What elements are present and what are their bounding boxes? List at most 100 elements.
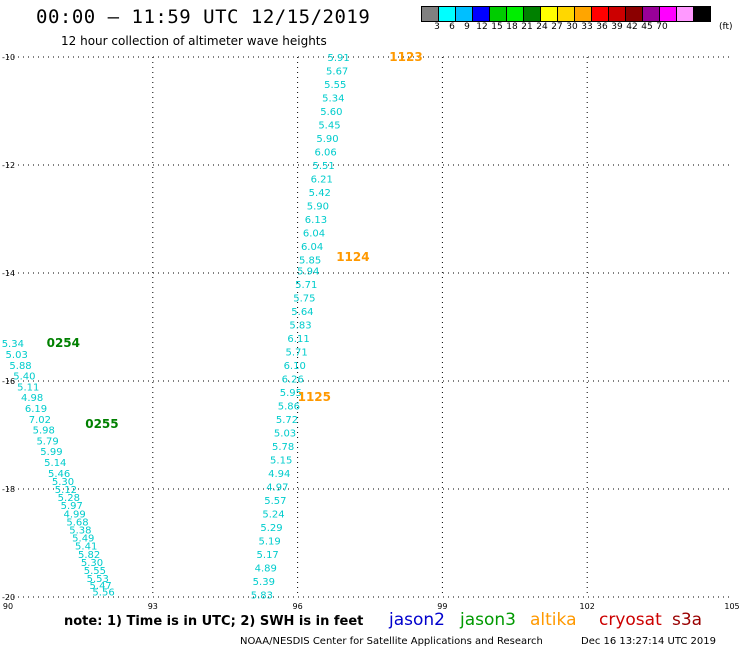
page-subtitle: 12 hour collection of altimeter wave hei… — [61, 34, 327, 48]
swh-value-label: 5.85 — [299, 256, 321, 267]
legend-item-cryosat: cryosat — [599, 610, 662, 630]
colorbar-tick-label: 12 — [476, 22, 488, 32]
swh-value-label: 5.19 — [258, 536, 280, 547]
swh-value-label: 5.90 — [307, 202, 329, 213]
lon-tick-label: 102 — [580, 602, 595, 611]
swh-value-label: 5.30 — [52, 477, 74, 488]
swh-value-label: 5.34 — [2, 339, 24, 350]
swh-value-label: 4.99 — [63, 509, 85, 520]
pass-number-label: 1123 — [389, 50, 422, 64]
swh-value-label: 5.40 — [13, 372, 35, 383]
swh-value-label: 6.04 — [301, 242, 323, 253]
swh-value-label: 5.88 — [9, 361, 31, 372]
lon-tick-label: 99 — [437, 602, 447, 611]
swh-value-label: 5.71 — [295, 280, 317, 291]
pass-number-label: 0254 — [47, 336, 80, 350]
colorbar-swatch — [693, 6, 711, 22]
swh-value-label: 5.45 — [318, 121, 340, 132]
colorbar-tick-label: 70 — [656, 22, 668, 32]
swh-value-label: 4.94 — [268, 469, 290, 480]
legend-item-jason2: jason2 — [389, 610, 445, 630]
lon-tick-label: 105 — [724, 602, 739, 611]
lon-tick-label: 93 — [148, 602, 158, 611]
colorbar-tick-label: 3 — [434, 22, 440, 32]
lat-tick-label: -16 — [2, 377, 15, 386]
legend-item-jason3: jason3 — [460, 610, 516, 630]
swh-value-label: 5.03 — [274, 428, 296, 439]
credit-line: NOAA/NESDIS Center for Satellite Applica… — [240, 636, 543, 647]
swh-value-label: 5.86 — [278, 401, 300, 412]
colorbar-tick-label: 15 — [491, 22, 503, 32]
lat-tick-label: -20 — [2, 593, 15, 602]
swh-value-label: 6.06 — [314, 148, 336, 159]
colorbar-unit: (ft) — [719, 22, 733, 32]
legend-item-altika: altika — [530, 610, 577, 630]
swh-value-label: 5.64 — [291, 307, 313, 318]
colorbar-tick-label: 18 — [506, 22, 518, 32]
swh-value-label: 5.60 — [320, 107, 342, 118]
swh-value-label: 5.38 — [69, 526, 91, 537]
colorbar-tick-label: 36 — [596, 22, 608, 32]
swh-value-label: 5.95 — [280, 388, 302, 399]
swh-value-label: 5.24 — [262, 509, 284, 520]
swh-value-label: 5.28 — [58, 493, 80, 504]
swh-value-label: 5.30 — [81, 558, 103, 569]
legend-item-s3a: s3a — [672, 610, 703, 630]
swh-value-label: 5.67 — [326, 67, 348, 78]
swh-value-label: 5.39 — [253, 577, 275, 588]
colorbar-tick-label: 33 — [581, 22, 593, 32]
footnote: note: 1) Time is in UTC; 2) SWH is in fe… — [64, 614, 364, 629]
colorbar-tick-label: 39 — [611, 22, 623, 32]
swh-value-label: 5.79 — [36, 436, 58, 447]
colorbar-tick-label: 24 — [536, 22, 548, 32]
swh-value-label: 5.49 — [72, 534, 94, 545]
swh-value-label: 5.97 — [61, 501, 83, 512]
swh-value-label: 5.57 — [264, 496, 286, 507]
swh-value-label: 6.26 — [282, 374, 304, 385]
swh-value-label: 5.83 — [251, 590, 273, 601]
lat-tick-label: -10 — [2, 53, 15, 62]
colorbar-tick-label: 21 — [521, 22, 533, 32]
swh-value-label: 6.13 — [305, 215, 327, 226]
swh-value-label: 4.98 — [21, 393, 43, 404]
pass-number-label: 0255 — [85, 417, 118, 431]
swh-value-label: 5.12 — [55, 485, 77, 496]
swh-value-label: 7.02 — [29, 415, 51, 426]
swh-value-label: 5.98 — [33, 426, 55, 437]
swh-value-label: 5.90 — [316, 134, 338, 145]
lat-tick-label: -14 — [2, 269, 15, 278]
swh-value-label: 5.29 — [260, 523, 282, 534]
swh-value-label: 5.72 — [276, 415, 298, 426]
swh-value-label: 5.71 — [286, 347, 308, 358]
swh-value-label: 5.51 — [313, 161, 335, 172]
swh-value-label: 5.56 — [92, 588, 114, 599]
page-title: 00:00 — 11:59 UTC 12/15/2019 — [36, 6, 371, 28]
generation-timestamp: Dec 16 13:27:14 UTC 2019 — [581, 636, 716, 647]
swh-value-label: 6.04 — [303, 229, 325, 240]
swh-value-label: 5.41 — [75, 542, 97, 553]
swh-value-label: 5.55 — [84, 566, 106, 577]
swh-value-label: 5.11 — [17, 382, 39, 393]
swh-value-label: 5.91 — [327, 53, 349, 64]
swh-value-label: 5.99 — [40, 447, 62, 458]
lon-tick-label: 96 — [293, 602, 303, 611]
swh-value-label: 6.21 — [311, 175, 333, 186]
swh-value-label: 5.78 — [272, 442, 294, 453]
swh-value-label: 5.82 — [78, 550, 100, 561]
swh-value-label: 5.53 — [87, 574, 109, 585]
pass-number-label: 1125 — [298, 390, 331, 404]
swh-value-label: 5.47 — [90, 581, 112, 592]
swh-value-label: 5.68 — [66, 517, 88, 528]
colorbar-tick-label: 9 — [464, 22, 470, 32]
swh-value-label: 5.75 — [293, 293, 315, 304]
swh-value-label: 6.11 — [287, 334, 309, 345]
swh-value-label: 5.46 — [48, 469, 70, 480]
colorbar — [421, 6, 711, 22]
colorbar-labels: 3 6 9 12 15 18 21 24 27 30 33 36 39 42 45 70 — [422, 22, 740, 34]
swh-value-label: 5.94 — [297, 266, 319, 277]
colorbar-tick-label: 6 — [449, 22, 455, 32]
swh-value-label: 4.97 — [266, 482, 288, 493]
lon-tick-label: 90 — [3, 602, 13, 611]
swh-value-label: 5.55 — [324, 80, 346, 91]
